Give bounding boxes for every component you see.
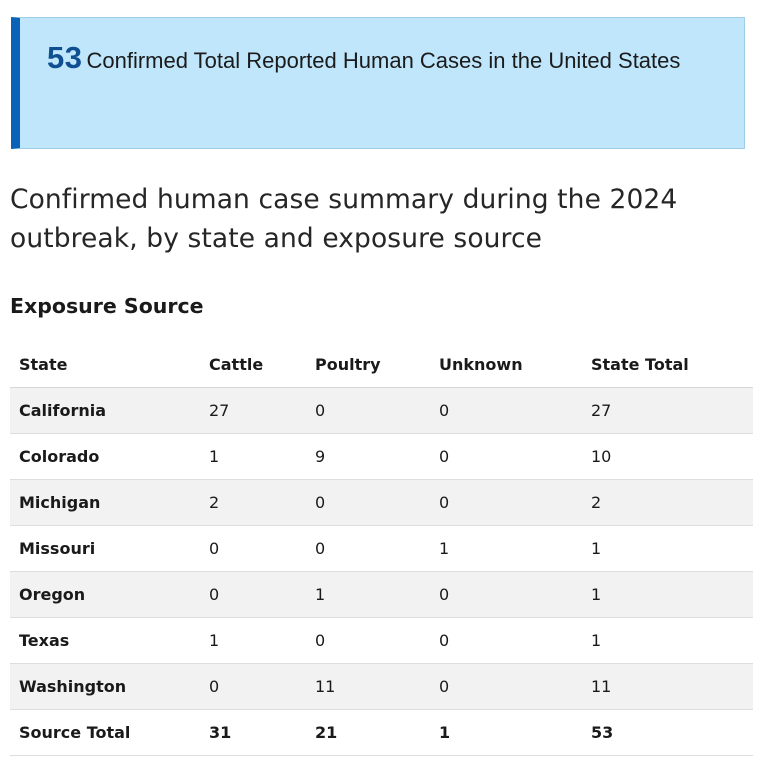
cell-unknown: 0 [430,479,582,526]
cell-poultry: 11 [306,663,430,710]
cell-poultry: 0 [306,387,430,434]
cell-unknown: 0 [430,663,582,710]
table-row: Washington 0 11 0 11 [10,663,753,710]
footer-cattle-total: 31 [200,709,306,756]
table-header-row: State Cattle Poultry Unknown State Total [10,342,753,388]
cell-poultry: 0 [306,525,430,572]
total-cases-number: 53 [47,40,83,75]
cell-state-total: 11 [582,663,753,710]
cell-cattle: 27 [200,387,306,434]
cell-cattle: 0 [200,571,306,618]
table-row: Missouri 0 0 1 1 [10,525,753,572]
footer-unknown-total: 1 [430,709,582,756]
header-state-total: State Total [582,342,753,388]
cell-unknown: 1 [430,525,582,572]
cell-poultry: 9 [306,433,430,480]
cell-state-total: 10 [582,433,753,480]
table-row: Michigan 2 0 0 2 [10,479,753,526]
total-cases-callout: 53 Confirmed Total Reported Human Cases i… [11,17,745,149]
cell-cattle: 1 [200,617,306,664]
cell-state-total: 27 [582,387,753,434]
exposure-source-table: State Cattle Poultry Unknown State Total… [10,342,753,756]
header-unknown: Unknown [430,342,582,388]
cell-state: Colorado [10,433,200,480]
cell-cattle: 0 [200,663,306,710]
cell-state-total: 2 [582,479,753,526]
cell-unknown: 0 [430,433,582,480]
cell-state: Texas [10,617,200,664]
header-cattle: Cattle [200,342,306,388]
cell-cattle: 1 [200,433,306,480]
cell-cattle: 0 [200,525,306,572]
exposure-source-caption: Exposure Source [10,294,204,318]
cell-unknown: 0 [430,571,582,618]
footer-poultry-total: 21 [306,709,430,756]
summary-heading: Confirmed human case summary during the … [10,184,678,254]
cell-state: Michigan [10,479,200,526]
source-total-row: Source Total 31 21 1 53 [10,709,753,756]
footer-label: Source Total [10,709,200,756]
cell-state: Missouri [10,525,200,572]
table-row: Texas 1 0 0 1 [10,617,753,664]
cell-state-total: 1 [582,525,753,572]
cell-state: Oregon [10,571,200,618]
cell-unknown: 0 [430,387,582,434]
header-state: State [10,342,200,388]
table-row: Oregon 0 1 0 1 [10,571,753,618]
callout-line: 53 Confirmed Total Reported Human Cases i… [47,40,680,76]
cell-poultry: 0 [306,479,430,526]
cell-state-total: 1 [582,617,753,664]
total-cases-label: Confirmed Total Reported Human Cases in … [86,48,681,73]
table-row: Colorado 1 9 0 10 [10,433,753,480]
cell-poultry: 1 [306,571,430,618]
cell-unknown: 0 [430,617,582,664]
cell-state: California [10,387,200,434]
cell-poultry: 0 [306,617,430,664]
cell-state-total: 1 [582,571,753,618]
table-row: California 27 0 0 27 [10,387,753,434]
header-poultry: Poultry [306,342,430,388]
cell-state: Washington [10,663,200,710]
footer-grand-total: 53 [582,709,753,756]
cell-cattle: 2 [200,479,306,526]
